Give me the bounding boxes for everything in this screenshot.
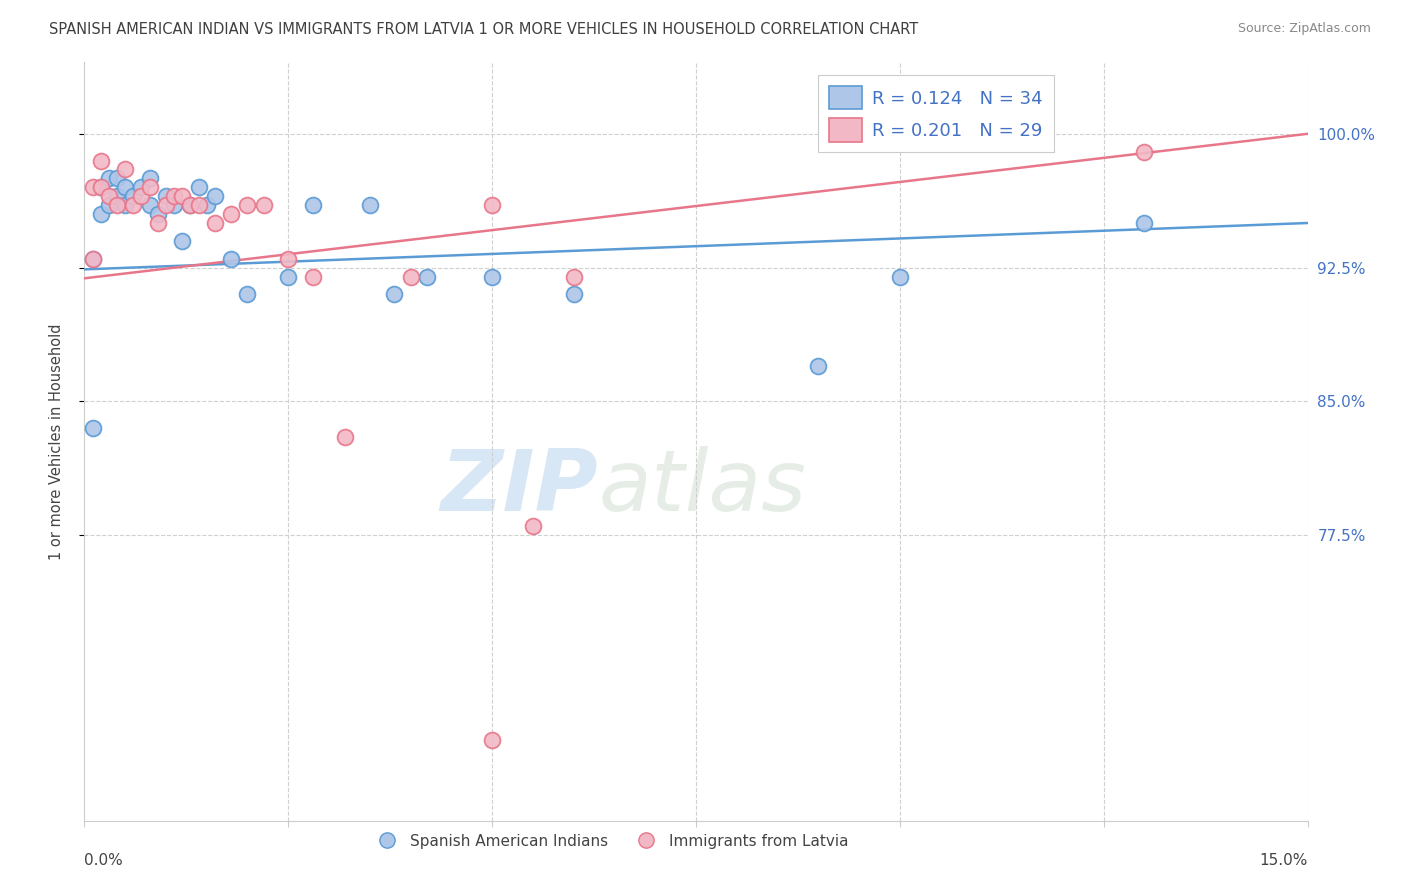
Text: 15.0%: 15.0% (1260, 853, 1308, 868)
Point (172, 234, 194, 248)
Text: 0.0%: 0.0% (84, 853, 124, 868)
Point (236, 198, 259, 212)
Point (82, 252, 104, 266)
Point (163, 198, 186, 212)
Point (114, 162, 136, 177)
Point (481, 198, 503, 212)
Point (179, 198, 201, 212)
Y-axis label: 1 or more Vehicles in Household: 1 or more Vehicles in Household (49, 323, 63, 560)
Point (219, 252, 242, 266)
Point (97, 198, 120, 212)
Point (562, 287, 585, 301)
Point (131, 189, 153, 203)
Point (146, 207, 169, 221)
Point (187, 180, 209, 194)
Point (179, 198, 201, 212)
Point (172, 189, 194, 203)
Point (195, 198, 218, 212)
Point (889, 269, 911, 284)
Point (416, 269, 439, 284)
Point (155, 189, 177, 203)
Point (82, 180, 104, 194)
Point (277, 252, 299, 266)
Point (114, 198, 136, 212)
Point (359, 198, 381, 212)
Point (253, 198, 276, 212)
Point (138, 198, 160, 212)
Point (105, 189, 128, 203)
Point (522, 519, 544, 533)
Point (807, 359, 830, 373)
Point (146, 216, 169, 230)
Point (122, 189, 145, 203)
Point (90, 180, 112, 194)
Point (335, 430, 357, 444)
Point (131, 180, 153, 194)
Point (138, 180, 160, 194)
Point (90, 153, 112, 168)
Text: atlas: atlas (598, 445, 806, 529)
Point (187, 198, 209, 212)
Point (155, 198, 177, 212)
Point (90, 207, 112, 221)
Point (90, 180, 112, 194)
Point (481, 733, 503, 747)
Point (105, 198, 128, 212)
Point (236, 287, 259, 301)
Point (1133, 216, 1156, 230)
Point (399, 269, 422, 284)
Point (219, 207, 242, 221)
Text: ZIP: ZIP (440, 445, 598, 529)
Point (82, 252, 104, 266)
Legend: Spanish American Indians, Immigrants from Latvia: Spanish American Indians, Immigrants fro… (366, 828, 855, 855)
Point (97, 189, 120, 203)
Point (122, 198, 145, 212)
Point (481, 269, 503, 284)
Point (301, 198, 323, 212)
Point (204, 216, 226, 230)
Point (138, 171, 160, 186)
Point (1133, 145, 1156, 159)
Point (301, 269, 323, 284)
Point (163, 189, 186, 203)
Point (277, 269, 299, 284)
Point (204, 189, 226, 203)
Text: Source: ZipAtlas.com: Source: ZipAtlas.com (1237, 22, 1371, 36)
Point (97, 171, 120, 186)
Text: SPANISH AMERICAN INDIAN VS IMMIGRANTS FROM LATVIA 1 OR MORE VEHICLES IN HOUSEHOL: SPANISH AMERICAN INDIAN VS IMMIGRANTS FR… (49, 22, 918, 37)
Point (382, 287, 405, 301)
Point (562, 269, 585, 284)
Point (82, 421, 104, 435)
Point (114, 180, 136, 194)
Point (105, 171, 128, 186)
